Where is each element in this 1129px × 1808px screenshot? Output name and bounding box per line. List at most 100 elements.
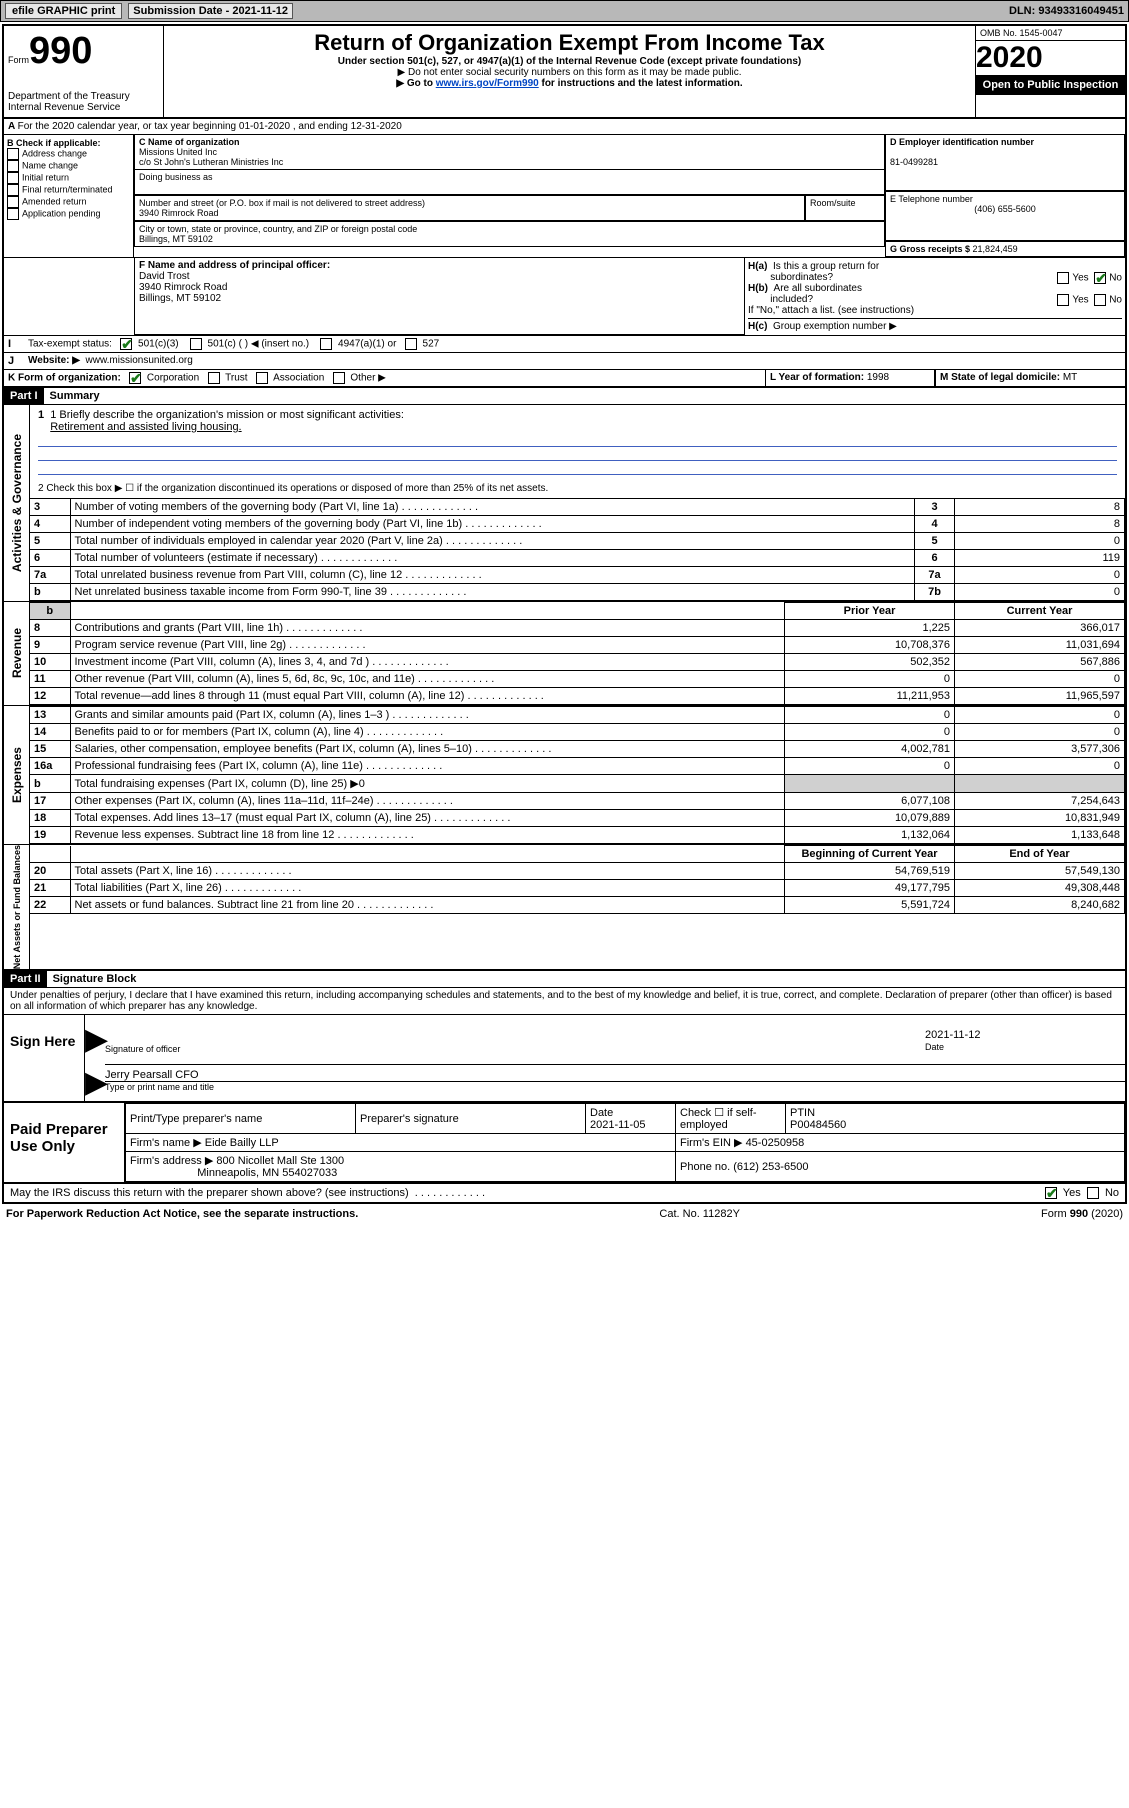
form-title: Return of Organization Exempt From Incom… bbox=[168, 30, 971, 56]
chk-final-return[interactable] bbox=[7, 184, 19, 196]
title-block: Return of Organization Exempt From Incom… bbox=[164, 26, 975, 117]
officer-name: David Trost bbox=[139, 271, 190, 282]
firm-name: Eide Bailly LLP bbox=[205, 1137, 279, 1149]
chk-527[interactable] bbox=[405, 338, 417, 350]
form-page: Form990 Department of the Treasury Inter… bbox=[2, 24, 1127, 1204]
footer-left: For Paperwork Reduction Act Notice, see … bbox=[6, 1208, 358, 1220]
officer-print-name: Jerry Pearsall CFO bbox=[105, 1069, 199, 1081]
phone-block: E Telephone number (406) 655-5600 bbox=[885, 191, 1125, 241]
chk-app-pending[interactable] bbox=[7, 208, 19, 220]
line1: 1 1 Briefly describe the organization's … bbox=[30, 405, 1125, 479]
street-block: Number and street (or P.O. box if mail i… bbox=[134, 195, 805, 221]
phone-value: (406) 655-5600 bbox=[890, 204, 1120, 214]
table-row: 17 Other expenses (Part IX, column (A), … bbox=[30, 793, 1125, 810]
part1-header: Part ISummary bbox=[4, 388, 1125, 404]
section-b: B Check if applicable: Address change Na… bbox=[4, 135, 134, 257]
table-row: 7a Total unrelated business revenue from… bbox=[30, 567, 1125, 584]
table-row: 22 Net assets or fund balances. Subtract… bbox=[30, 897, 1125, 914]
street-value: 3940 Rimrock Road bbox=[139, 208, 219, 218]
sig-date: 2021-11-12 bbox=[925, 1029, 980, 1041]
subtitle: Under section 501(c), 527, or 4947(a)(1)… bbox=[168, 56, 971, 67]
chk-hb-yes[interactable] bbox=[1057, 294, 1069, 306]
footer-mid: Cat. No. 11282Y bbox=[659, 1208, 740, 1220]
irs-link[interactable]: www.irs.gov/Form990 bbox=[436, 78, 539, 89]
dept-treasury: Department of the Treasury Internal Reve… bbox=[8, 91, 159, 113]
efile-print-button[interactable]: efile GRAPHIC print bbox=[5, 3, 122, 19]
org-co: c/o St John's Lutheran Ministries Inc bbox=[139, 157, 283, 167]
table-row: 20 Total assets (Part X, line 16) 54,769… bbox=[30, 863, 1125, 880]
preparer-table: Print/Type preparer's name Preparer's si… bbox=[125, 1103, 1125, 1182]
tax-exempt-status: Tax-exempt status: 501(c)(3) 501(c) ( ) … bbox=[24, 336, 1125, 352]
chk-assoc[interactable] bbox=[256, 372, 268, 384]
chk-other[interactable] bbox=[333, 372, 345, 384]
chk-hb-no[interactable] bbox=[1094, 294, 1106, 306]
year-block: OMB No. 1545-0047 2020 Open to Public In… bbox=[975, 26, 1125, 117]
revenue-table: bPrior YearCurrent Year 8 Contributions … bbox=[30, 602, 1125, 705]
table-row: 21 Total liabilities (Part X, line 26) 4… bbox=[30, 880, 1125, 897]
submission-label: Submission Date - 2021-11-12 bbox=[128, 5, 293, 17]
table-row: 15 Salaries, other compensation, employe… bbox=[30, 741, 1125, 758]
firm-addr2: Minneapolis, MN 554027033 bbox=[197, 1167, 337, 1179]
c-label: C Name of organization bbox=[139, 137, 240, 147]
state-domicile: M State of legal domicile: MT bbox=[935, 370, 1125, 386]
table-row: 13 Grants and similar amounts paid (Part… bbox=[30, 707, 1125, 724]
table-row: b Total fundraising expenses (Part IX, c… bbox=[30, 775, 1125, 793]
tax-year-line: A For the 2020 calendar year, or tax yea… bbox=[4, 118, 1125, 135]
chk-name-change[interactable] bbox=[7, 160, 19, 172]
vlabel-governance: Activities & Governance bbox=[4, 405, 30, 601]
topbar: efile GRAPHIC print Submission Date - 20… bbox=[0, 0, 1129, 22]
chk-4947[interactable] bbox=[320, 338, 332, 350]
table-row: 3 Number of voting members of the govern… bbox=[30, 499, 1125, 516]
chk-ha-no[interactable] bbox=[1094, 272, 1106, 284]
chk-corp[interactable] bbox=[129, 372, 141, 384]
firm-addr1: 800 Nicollet Mall Ste 1300 bbox=[216, 1155, 344, 1167]
line2: 2 Check this box ▶ ☐ if the organization… bbox=[30, 479, 1125, 498]
part2-header: Part IISignature Block bbox=[4, 971, 1125, 987]
h-block: H(a) Is this a group return for subordin… bbox=[745, 258, 1125, 335]
form-of-org: K Form of organization: Corporation Trus… bbox=[4, 370, 765, 386]
table-row: 18 Total expenses. Add lines 13–17 (must… bbox=[30, 810, 1125, 827]
table-row: 4 Number of independent voting members o… bbox=[30, 516, 1125, 533]
form-number: 990 bbox=[29, 30, 92, 72]
chk-address-change[interactable] bbox=[7, 148, 19, 160]
vlabel-revenue: Revenue bbox=[4, 602, 30, 705]
vlabel-expenses: Expenses bbox=[4, 706, 30, 844]
note-link: ▶ Go to www.irs.gov/Form990 for instruct… bbox=[168, 78, 971, 89]
table-row: 10 Investment income (Part VIII, column … bbox=[30, 654, 1125, 671]
table-row: 12 Total revenue—add lines 8 through 11 … bbox=[30, 688, 1125, 705]
firm-ein: 45-0250958 bbox=[746, 1137, 805, 1149]
sign-here-label: Sign Here bbox=[4, 1015, 84, 1101]
website-value: www.missionsunited.org bbox=[86, 355, 193, 366]
governance-table: 3 Number of voting members of the govern… bbox=[30, 498, 1125, 601]
city-block: City or town, state or province, country… bbox=[134, 221, 885, 247]
mission-text: Retirement and assisted living housing. bbox=[50, 421, 241, 433]
table-row: 11 Other revenue (Part VIII, column (A),… bbox=[30, 671, 1125, 688]
expenses-table: 13 Grants and similar amounts paid (Part… bbox=[30, 706, 1125, 844]
ein-value: 81-0499281 bbox=[890, 157, 938, 167]
table-row: 5 Total number of individuals employed i… bbox=[30, 533, 1125, 550]
form-word: Form bbox=[8, 55, 29, 65]
chk-trust[interactable] bbox=[208, 372, 220, 384]
table-row: 9 Program service revenue (Part VIII, li… bbox=[30, 637, 1125, 654]
year-formation: L Year of formation: 1998 bbox=[765, 370, 935, 386]
inspection-box: Open to Public Inspection bbox=[976, 75, 1125, 95]
room-suite: Room/suite bbox=[805, 195, 885, 221]
table-row: 8 Contributions and grants (Part VIII, l… bbox=[30, 620, 1125, 637]
dba: Doing business as bbox=[134, 169, 885, 195]
footer-right: Form 990 (2020) bbox=[1041, 1208, 1123, 1220]
table-row: 6 Total number of volunteers (estimate i… bbox=[30, 550, 1125, 567]
chk-discuss-yes[interactable] bbox=[1045, 1187, 1057, 1199]
table-row: 14 Benefits paid to or for members (Part… bbox=[30, 724, 1125, 741]
ein-block: D Employer identification number 81-0499… bbox=[885, 135, 1125, 191]
chk-amended[interactable] bbox=[7, 196, 19, 208]
chk-501c[interactable] bbox=[190, 338, 202, 350]
chk-501c3[interactable] bbox=[120, 338, 132, 350]
firm-phone: (612) 253-6500 bbox=[733, 1161, 808, 1173]
discuss-row: May the IRS discuss this return with the… bbox=[4, 1184, 1125, 1202]
chk-ha-yes[interactable] bbox=[1057, 272, 1069, 284]
chk-initial-return[interactable] bbox=[7, 172, 19, 184]
table-row: 19 Revenue less expenses. Subtract line … bbox=[30, 827, 1125, 844]
org-name: Missions United Inc bbox=[139, 147, 217, 157]
city-value: Billings, MT 59102 bbox=[139, 234, 213, 244]
chk-discuss-no[interactable] bbox=[1087, 1187, 1099, 1199]
